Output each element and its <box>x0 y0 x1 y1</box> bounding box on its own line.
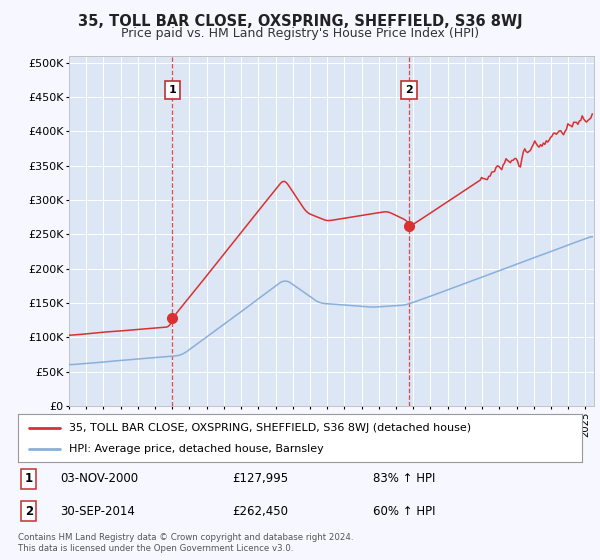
Text: Contains HM Land Registry data © Crown copyright and database right 2024.
This d: Contains HM Land Registry data © Crown c… <box>18 533 353 553</box>
Text: 2: 2 <box>405 85 413 95</box>
Text: 03-NOV-2000: 03-NOV-2000 <box>60 473 139 486</box>
Text: 30-SEP-2014: 30-SEP-2014 <box>60 505 135 517</box>
Text: Price paid vs. HM Land Registry's House Price Index (HPI): Price paid vs. HM Land Registry's House … <box>121 27 479 40</box>
Text: 35, TOLL BAR CLOSE, OXSPRING, SHEFFIELD, S36 8WJ: 35, TOLL BAR CLOSE, OXSPRING, SHEFFIELD,… <box>77 14 523 29</box>
Text: 83% ↑ HPI: 83% ↑ HPI <box>373 473 436 486</box>
Text: HPI: Average price, detached house, Barnsley: HPI: Average price, detached house, Barn… <box>69 444 323 454</box>
Text: 35, TOLL BAR CLOSE, OXSPRING, SHEFFIELD, S36 8WJ (detached house): 35, TOLL BAR CLOSE, OXSPRING, SHEFFIELD,… <box>69 423 471 433</box>
Text: 60% ↑ HPI: 60% ↑ HPI <box>373 505 436 517</box>
Text: £127,995: £127,995 <box>232 473 289 486</box>
Text: 1: 1 <box>169 85 176 95</box>
Text: £262,450: £262,450 <box>232 505 289 517</box>
Text: 1: 1 <box>25 473 33 486</box>
Text: 2: 2 <box>25 505 33 517</box>
